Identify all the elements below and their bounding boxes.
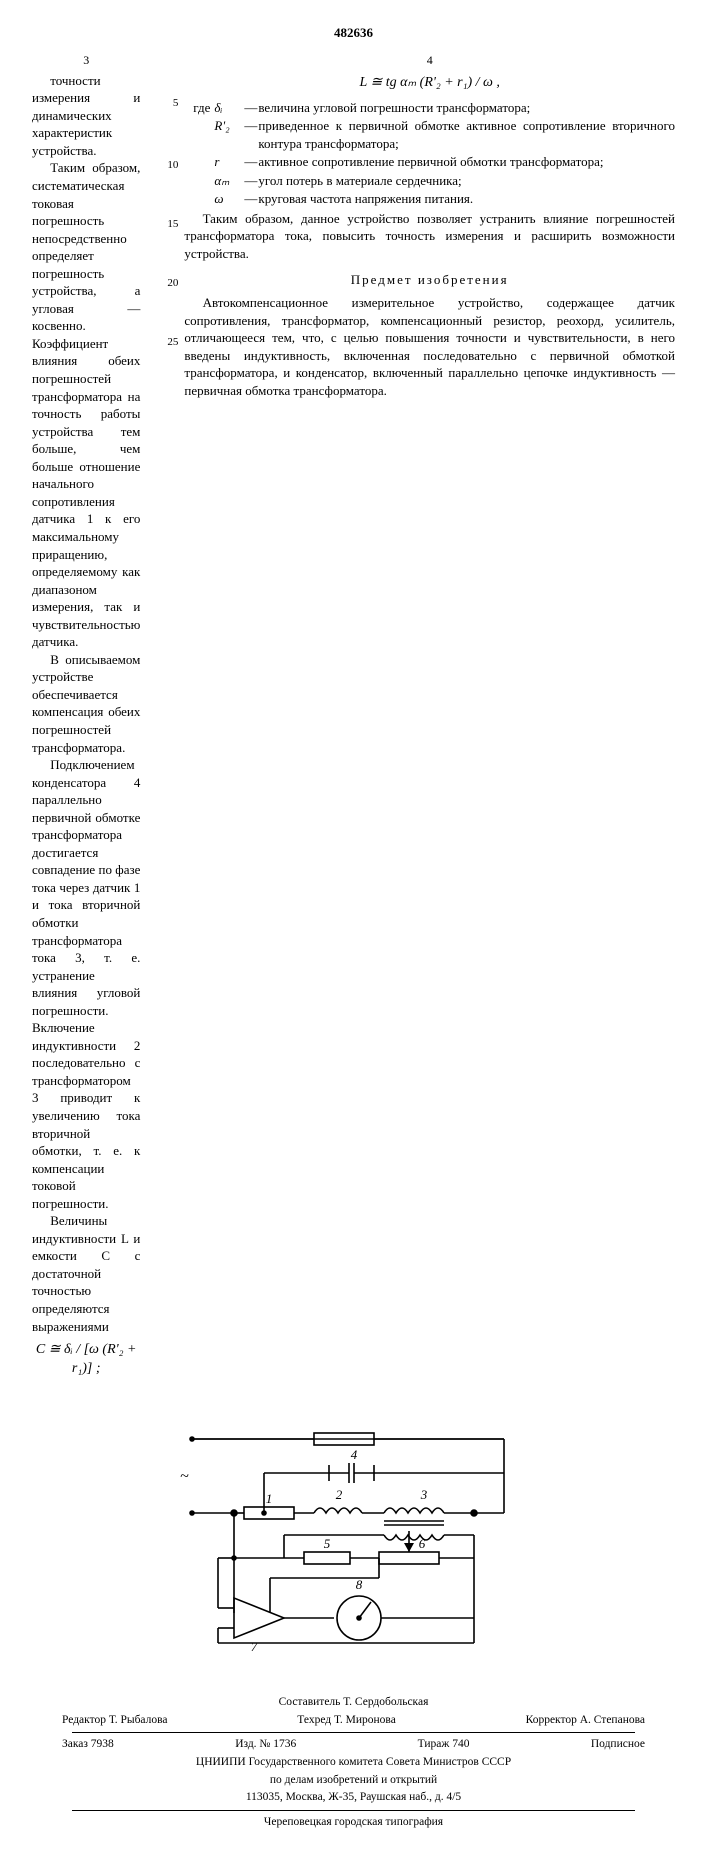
para-3: В описываемом устройстве обеспечивается …: [32, 651, 140, 756]
label-5: 5: [323, 1536, 330, 1551]
credits-block: Составитель Т. Сердобольская Редактор Т.…: [32, 1695, 675, 1830]
signed: Подписное: [591, 1737, 645, 1753]
page-number-right: 4: [184, 52, 675, 68]
order-line: Заказ 7938 Изд. № 1736 Тираж 740 Подписн…: [62, 1737, 645, 1753]
claims-heading: Предмет изобретения: [184, 271, 675, 289]
label-3: 3: [419, 1487, 427, 1502]
tiraz: Тираж 740: [418, 1737, 470, 1753]
para-5: Величины индуктивности L и емкости C с д…: [32, 1212, 140, 1335]
two-column-layout: 3 точности измерения и динамических хара…: [32, 52, 675, 1385]
linenum-5: 5: [160, 96, 178, 111]
press-line: Череповецкая городская типография: [32, 1815, 675, 1831]
def-sym-r2: R'₂: [214, 117, 240, 135]
label-8: 8: [355, 1577, 362, 1592]
linenum-20: 20: [160, 276, 178, 291]
def-sym-omega: ω: [214, 190, 240, 208]
para-6: Таким образом, данное устройство позволя…: [184, 210, 675, 263]
symbol-definitions: где δᵢ — величина угловой погрешности тр…: [184, 99, 675, 208]
label-6: 6: [418, 1536, 425, 1551]
techred: Техред Т. Миронова: [297, 1713, 396, 1729]
def-row-omega: ω — круговая частота напряжения питания.: [184, 190, 675, 208]
def-txt-delta: величина угловой погрешности трансформат…: [258, 99, 675, 117]
def-txt-r: активное сопротивление первичной обмотки…: [258, 153, 675, 171]
label-2: 2: [335, 1487, 342, 1502]
divider-1: [72, 1732, 635, 1733]
def-row-alpha: αₘ — угол потерь в материале сердечника;: [184, 172, 675, 190]
editors-line: Редактор Т. Рыбалова Техред Т. Миронова …: [62, 1713, 645, 1729]
para-1: точности измерения и динамических характ…: [32, 72, 140, 160]
def-row-delta: где δᵢ — величина угловой погрешности тр…: [184, 99, 675, 117]
org-line-2: по делам изобретений и открытий: [32, 1773, 675, 1789]
linenum-25: 25: [160, 335, 178, 350]
def-dash: —: [244, 190, 254, 208]
label-4: 4: [350, 1447, 357, 1462]
def-sym-r: r: [214, 153, 240, 171]
para-7-claim: Автокомпенсационное измерительное устрой…: [184, 294, 675, 399]
left-column: 3 точности измерения и динамических хара…: [32, 52, 140, 1385]
ac-symbol: ~: [180, 1468, 189, 1485]
circuit-svg: ~ 4 1: [174, 1403, 534, 1673]
order-no: Заказ 7938: [62, 1737, 114, 1753]
org-line-1: ЦНИИПИ Государственного комитета Совета …: [32, 1755, 675, 1771]
label-7: 7: [250, 1639, 257, 1654]
linenum-10: 10: [160, 158, 178, 173]
def-sym-alpha: αₘ: [214, 172, 240, 190]
formula-l: L ≅ tg αₘ (R'₂ + r₁) / ω ,: [184, 74, 675, 93]
right-column: 4 L ≅ tg αₘ (R'₂ + r₁) / ω , где δᵢ — ве…: [184, 52, 675, 1385]
corrector: Корректор А. Степанова: [526, 1713, 645, 1729]
doc-number: 482636: [32, 24, 675, 42]
label-1: 1: [265, 1491, 272, 1506]
def-txt-r2: приведенное к первичной обмотке активное…: [258, 117, 675, 152]
def-sym-delta: δᵢ: [214, 99, 240, 117]
def-txt-omega: круговая частота напряжения питания.: [258, 190, 675, 208]
def-row-r2: R'₂ — приведенное к первичной обмотке ак…: [184, 117, 675, 152]
izd-no: Изд. № 1736: [235, 1737, 296, 1753]
circuit-diagram: ~ 4 1: [32, 1403, 675, 1678]
para-2: Таким образом, систематическая токовая п…: [32, 159, 140, 650]
def-row-r: r — активное сопротивление первичной обм…: [184, 153, 675, 171]
def-dash: —: [244, 153, 254, 171]
divider-2: [72, 1810, 635, 1811]
def-dash: —: [244, 172, 254, 190]
def-dash: —: [244, 99, 254, 117]
right-column-wrap: 5 10 15 20 25 4 L ≅ tg αₘ (R'₂ + r₁) / ω…: [160, 52, 675, 1385]
def-txt-alpha: угол потерь в материале сердечника;: [258, 172, 675, 190]
formula-c: C ≅ δᵢ / [ω (R'₂ + r₁)] ;: [32, 1341, 140, 1379]
editor: Редактор Т. Рыбалова: [62, 1713, 168, 1729]
def-dash: —: [244, 117, 254, 135]
compiler: Составитель Т. Сердобольская: [32, 1695, 675, 1711]
para-4: Подключением конденсатора 4 параллельно …: [32, 756, 140, 1212]
linenum-15: 15: [160, 217, 178, 232]
defs-lead: где: [184, 99, 210, 117]
page-number-left: 3: [32, 52, 140, 68]
address: 113035, Москва, Ж-35, Раушская наб., д. …: [32, 1790, 675, 1806]
side-line-numbers: 5 10 15 20 25: [160, 52, 178, 1385]
